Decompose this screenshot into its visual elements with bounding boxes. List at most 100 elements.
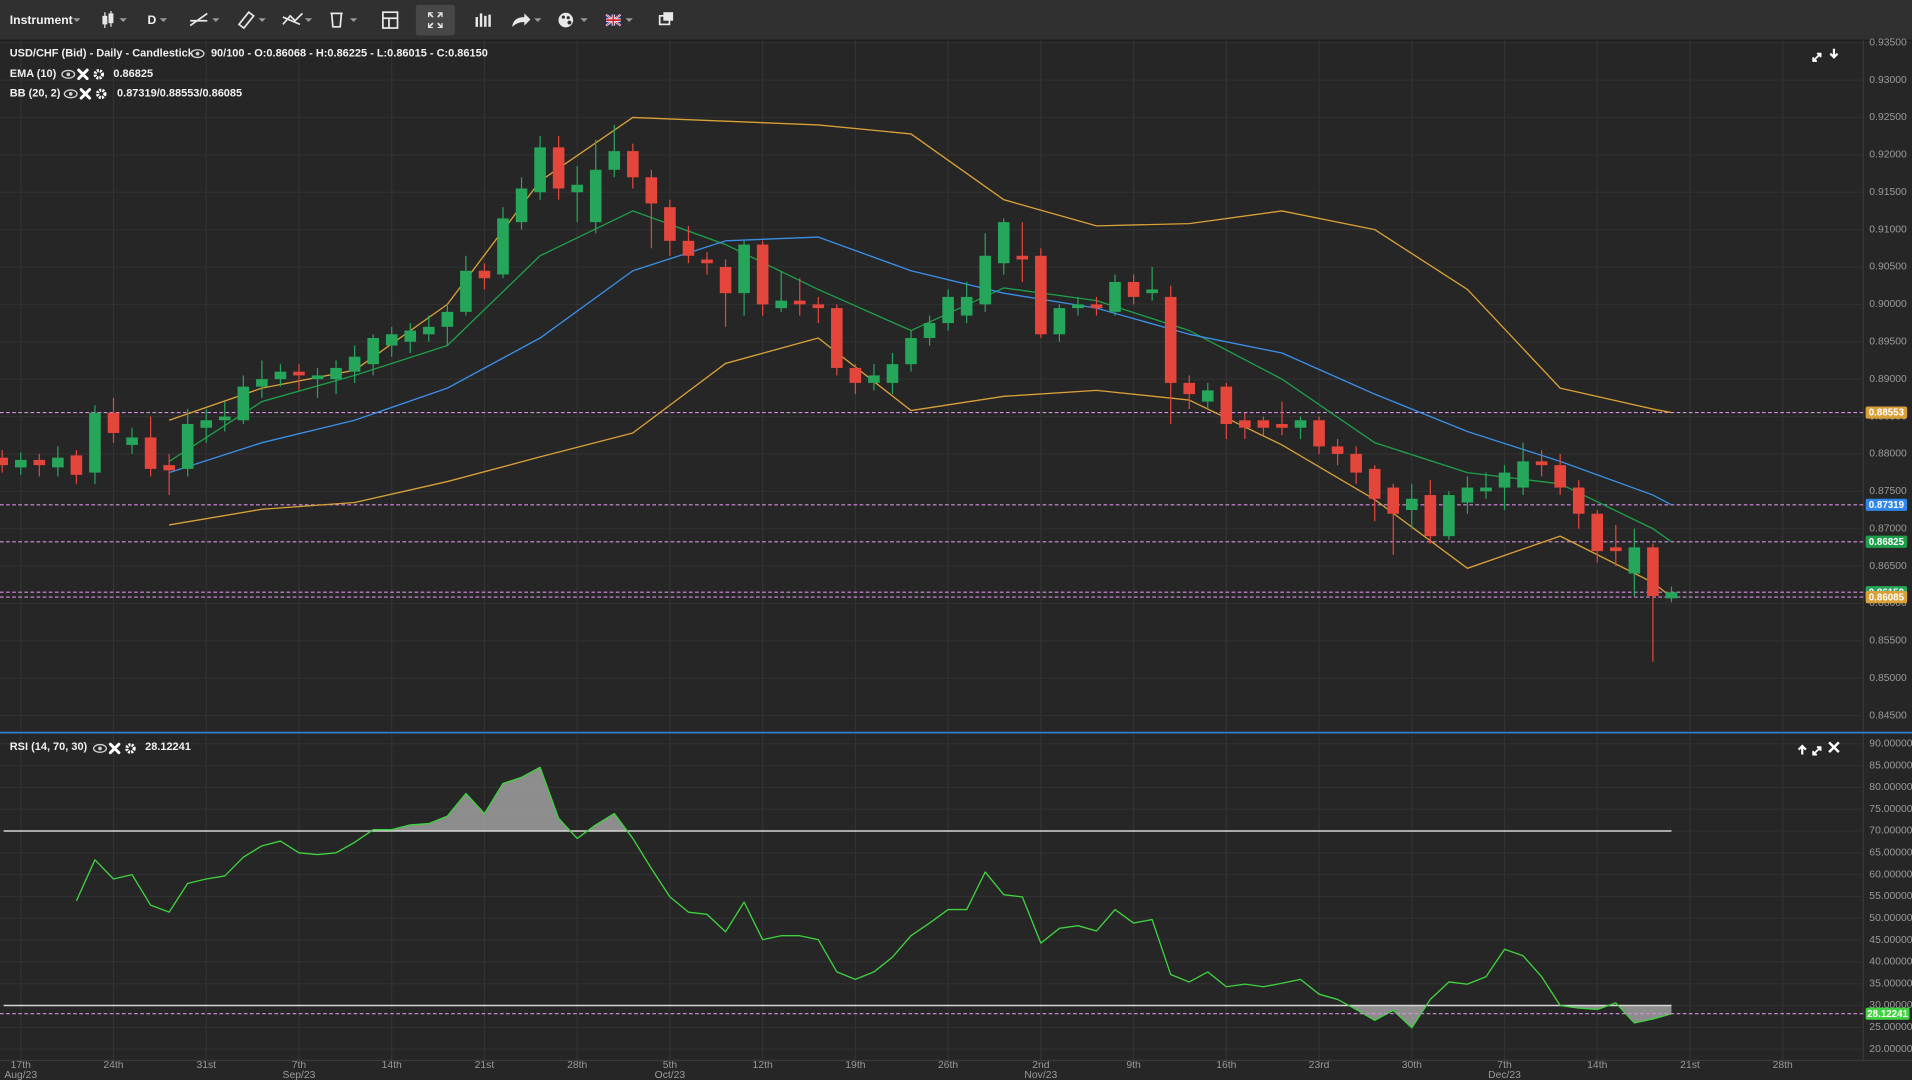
- candle-body: [163, 465, 175, 471]
- candle-body: [1628, 547, 1641, 574]
- candle-body: [997, 222, 1010, 264]
- rsi-tick-label: 80.00000: [1869, 782, 1912, 793]
- candle-body: [849, 367, 862, 383]
- x-tick-label: 26th: [938, 1060, 958, 1071]
- y-tick-label: 0.87000: [1869, 523, 1907, 534]
- candle-body: [33, 459, 46, 466]
- ruler-tool-button[interactable]: [237, 11, 266, 30]
- ema-line: [168, 210, 1672, 543]
- x-tick-label: 14th: [382, 1060, 402, 1071]
- rsi-tick-label: 25.00000: [1869, 1022, 1912, 1033]
- candle-body: [256, 379, 268, 387]
- candle-body: [552, 147, 565, 189]
- candle-body: [218, 416, 231, 421]
- language-button[interactable]: [605, 13, 633, 27]
- candle-body: [89, 412, 101, 473]
- theme-button[interactable]: [558, 12, 588, 28]
- candle-body: [1239, 420, 1251, 428]
- candle-body: [979, 255, 992, 305]
- candle-body: [589, 169, 602, 223]
- price-marker-label: 0.88553: [1869, 408, 1905, 419]
- x-tick-sublabel: Sep/23: [283, 1070, 316, 1080]
- panel-controls[interactable]: [1797, 741, 1840, 756]
- y-tick-label: 0.85500: [1869, 636, 1907, 647]
- rsi-legend: RSI (14, 70, 30) 28.12241: [10, 741, 1840, 756]
- rsi-tick-label: 20.00000: [1869, 1044, 1912, 1055]
- candle-body: [423, 326, 435, 335]
- chart-title: USD/CHF (Bid) - Daily - Candlestick: [10, 48, 195, 60]
- candle-body: [775, 300, 787, 309]
- rsi-line: [75, 766, 1672, 1029]
- price-marker-badge: [1865, 535, 1908, 548]
- x-tick-label: 17th: [11, 1060, 31, 1071]
- delete-button[interactable]: [330, 12, 358, 28]
- candle-body: [1480, 487, 1492, 492]
- candle-body: [923, 323, 936, 339]
- rsi-tick-label: 60.00000: [1869, 869, 1912, 880]
- popout-button[interactable]: [658, 12, 674, 26]
- fit-button[interactable]: [415, 4, 455, 36]
- rsi-tick-label: 70.00000: [1869, 826, 1912, 837]
- period-menu[interactable]: D: [148, 13, 157, 27]
- band-line: [168, 236, 1672, 506]
- candle-body: [756, 244, 769, 305]
- candle-body: [367, 338, 379, 365]
- layout-button[interactable]: [382, 11, 399, 29]
- y-tick-label: 0.92000: [1869, 150, 1907, 161]
- y-tick-label: 0.90500: [1869, 262, 1907, 273]
- candle-body: [274, 371, 287, 380]
- rsi-tick-label: 75.00000: [1869, 804, 1912, 815]
- y-tick-label: 0.91000: [1869, 224, 1907, 235]
- y-tick-label: 0.91500: [1869, 187, 1907, 198]
- candle-body: [1331, 446, 1344, 454]
- candle-body: [1090, 304, 1103, 309]
- candle-body: [1016, 255, 1029, 260]
- overbought-fill: [371, 767, 628, 832]
- ema-legend-name: EMA (10): [10, 68, 57, 80]
- bb-legend-name: BB (20, 2): [10, 88, 61, 100]
- toolbar: Instrument D: [0, 0, 1912, 41]
- candle-body: [534, 147, 546, 193]
- x-tick-sublabel: Dec/23: [1488, 1070, 1521, 1080]
- candle-body: [1053, 308, 1066, 335]
- candle-body: [14, 459, 27, 468]
- chart-type-button[interactable]: [102, 10, 127, 29]
- indicators-button[interactable]: [475, 13, 491, 27]
- y-tick-label: 0.85000: [1869, 673, 1907, 684]
- candle-body: [793, 300, 806, 305]
- price-marker-badge: [1865, 498, 1908, 511]
- candle-body: [293, 371, 305, 376]
- x-tick-label: 31st: [196, 1060, 216, 1071]
- line-tool-button[interactable]: [189, 12, 220, 27]
- rsi-tick-label: 35.00000: [1869, 978, 1912, 989]
- candle-body: [719, 266, 732, 294]
- candle-body: [200, 420, 213, 428]
- y-tick-label: 0.87500: [1869, 486, 1907, 497]
- candle-body: [441, 311, 454, 327]
- rsi-tick-label: 45.00000: [1869, 935, 1912, 946]
- candle-body: [1183, 382, 1196, 395]
- caret[interactable]: [159, 18, 168, 22]
- candle-body: [385, 334, 398, 346]
- candle-body: [1276, 424, 1288, 428]
- candle-body: [1535, 461, 1548, 466]
- candle-body: [1498, 472, 1511, 488]
- band-line: [169, 337, 1672, 598]
- pattern-tool-button[interactable]: [282, 12, 313, 26]
- ohlc-readout: 90/100 - O:0.86068 - H:0.86225 - L:0.860…: [211, 48, 488, 60]
- panel-controls[interactable]: [1812, 48, 1839, 62]
- candle-body: [311, 375, 324, 380]
- share-button[interactable]: [512, 13, 542, 27]
- band-line: [168, 116, 1672, 421]
- candle-body: [1072, 304, 1084, 309]
- rsi-marker-label: 28.12241: [1867, 1009, 1908, 1020]
- candle-body: [1146, 289, 1158, 294]
- candle-body: [942, 296, 954, 324]
- instrument-menu[interactable]: Instrument: [10, 13, 73, 27]
- candle-body: [1591, 513, 1604, 552]
- candle-body: [144, 437, 157, 469]
- caret[interactable]: [73, 18, 81, 22]
- candle-body: [608, 151, 621, 170]
- price-marker-label: 0.86825: [1869, 537, 1905, 548]
